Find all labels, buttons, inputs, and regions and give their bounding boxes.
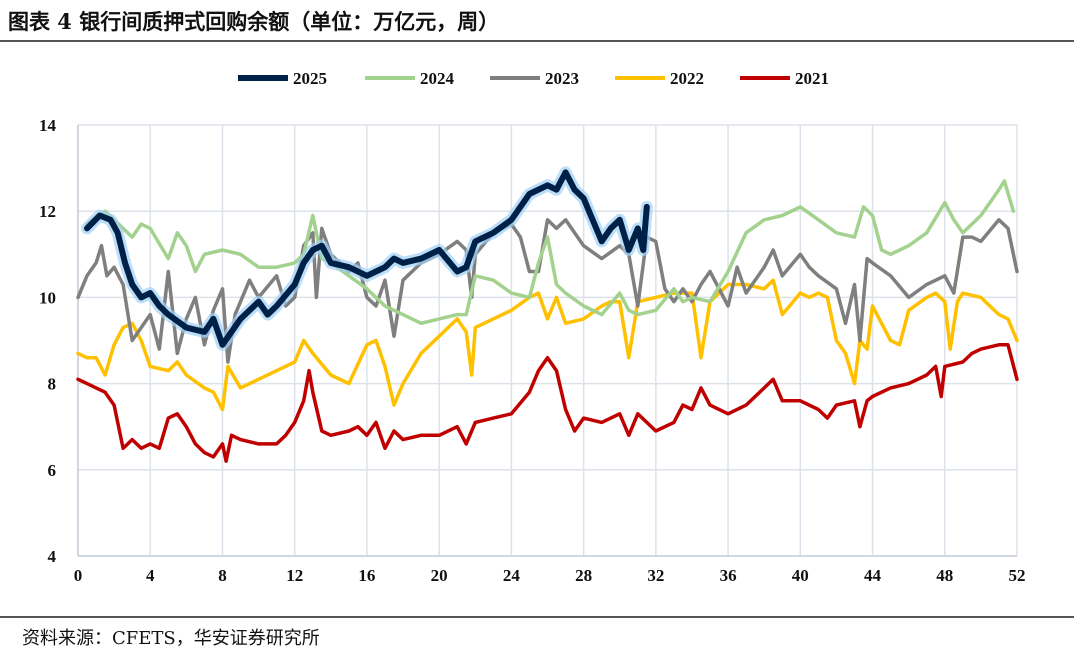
series-line-2022 (76, 278, 1019, 412)
x-tick-label: 24 (503, 566, 521, 585)
x-tick-label: 32 (647, 566, 664, 585)
x-tick-label: 0 (74, 566, 83, 585)
legend-label-2025: 2025 (293, 69, 327, 88)
series-line-2021 (76, 343, 1019, 463)
y-tick-label: 8 (48, 375, 57, 394)
x-tick-label: 16 (358, 566, 375, 585)
x-tick-label: 28 (575, 566, 592, 585)
figure-title: 图表 4 银行间质押式回购余额（单位：万亿元，周） (8, 9, 500, 34)
legend-label-2022: 2022 (670, 69, 704, 88)
series-line-2024 (85, 179, 1016, 326)
x-tick-label: 48 (936, 566, 953, 585)
x-tick-label: 36 (720, 566, 737, 585)
x-tick-label: 4 (146, 566, 155, 585)
series-lines (76, 166, 1019, 463)
title-divider (0, 40, 1074, 42)
source-note: 资料来源：CFETS，华安证券研究所 (22, 628, 320, 649)
x-tick-label: 44 (864, 566, 882, 585)
y-tick-label: 6 (48, 461, 57, 480)
legend: 2025 2024 2023 2022 2021 (238, 69, 829, 88)
series-line-2025 (84, 169, 650, 348)
legend-label-2023: 2023 (545, 69, 579, 88)
y-tick-label: 4 (48, 547, 57, 566)
source-divider (0, 616, 1074, 618)
y-tick-label: 14 (39, 116, 57, 135)
x-tick-label: 40 (792, 566, 809, 585)
legend-label-2024: 2024 (420, 69, 455, 88)
x-tick-label: 8 (218, 566, 227, 585)
y-tick-label: 10 (39, 288, 56, 307)
x-tick-label: 20 (431, 566, 448, 585)
x-tick-label: 52 (1009, 566, 1026, 585)
x-tick-label: 12 (286, 566, 303, 585)
y-tick-label: 12 (39, 202, 56, 221)
legend-label-2021: 2021 (795, 69, 829, 88)
